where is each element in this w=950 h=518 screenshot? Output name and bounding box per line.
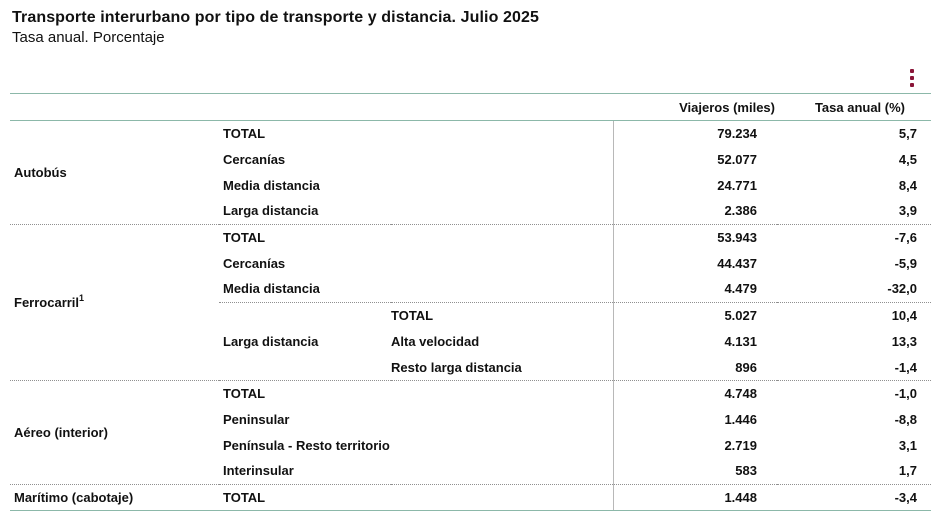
row-label: Larga distancia [223, 203, 319, 219]
cell-rate: 1,7 [898, 463, 917, 479]
row-label: TOTAL [219, 483, 614, 512]
row-label: Cercanías [223, 255, 286, 271]
table-row: Cercanías 52.077 4,5 [10, 146, 931, 173]
table-row: Media distancia 24.771 8,4 [10, 172, 931, 199]
cell-rate: -1,4 [894, 359, 917, 375]
row-label: TOTAL [223, 126, 266, 142]
cell-rate: -3,4 [777, 483, 931, 512]
row-label: TOTAL [219, 223, 614, 251]
cell-value: 44.437 [613, 250, 777, 277]
cell-rate: 3,9 [898, 203, 917, 219]
table-row: Larga distancia 2.386 3,9 [10, 198, 931, 225]
cell-rate: 10,4 [777, 301, 931, 329]
group-label-autobus: Autobús [14, 164, 67, 180]
cell-value: 4.131 [613, 328, 777, 355]
group-label-ferrocarril: Ferrocarril1 [10, 223, 219, 381]
cell-value: 5.027 [613, 301, 777, 329]
group-label-aereo: Aéreo (interior) [10, 379, 219, 485]
menu-dot [910, 76, 914, 80]
page-subtitle: Tasa anual. Porcentaje [12, 29, 165, 46]
cell-value: 24.771 [613, 172, 777, 199]
cell-rate: 5,7 [898, 126, 917, 142]
group-label-maritimo: Marítimo (cabotaje) [10, 483, 219, 512]
group-label-text: Ferrocarril [14, 294, 80, 310]
row-label: Interinsular [223, 463, 294, 479]
cell-value: 583 [613, 457, 777, 485]
header-empty [219, 93, 391, 121]
cell-value: 1.446 [613, 406, 777, 433]
table-row: Alta velocidad 4.131 13,3 [10, 328, 931, 355]
row-label: Península - Resto territorio [223, 437, 390, 453]
row-label: TOTAL [391, 301, 614, 329]
table-row: Interinsular 583 1,7 [10, 457, 931, 485]
cell-rate: 8,4 [898, 177, 917, 193]
cell-rate: -5,9 [894, 255, 917, 271]
table-row: Peninsular 1.446 -8,8 [10, 406, 931, 433]
cell-rate: -1,0 [777, 379, 931, 407]
footnote-marker: 1 [79, 292, 85, 303]
row-label: Alta velocidad [391, 333, 480, 349]
table-row: Resto larga distancia 896 -1,4 [10, 354, 931, 381]
header-empty [10, 93, 219, 121]
row-label: Peninsular [223, 411, 290, 427]
cell-value: 896 [613, 354, 777, 381]
cell-rate: 3,1 [898, 437, 917, 453]
table-row: Marítimo (cabotaje) TOTAL 1.448 -3,4 [10, 483, 931, 512]
cell-value: 4.479 [613, 276, 777, 303]
menu-dot [910, 83, 914, 87]
table-row: Larga distancia TOTAL 5.027 10,4 [10, 301, 931, 381]
table-row: Ferrocarril1 TOTAL 53.943 -7,6 [10, 223, 931, 381]
table-row: Cercanías 44.437 -5,9 [10, 250, 931, 277]
vertical-dots-icon[interactable] [905, 68, 919, 88]
row-label: TOTAL [219, 379, 614, 407]
cell-value: 53.943 [613, 223, 777, 251]
cell-value: 79.234 [613, 120, 777, 147]
table-row: Península - Resto territorio 2.719 3,1 [10, 432, 931, 458]
cell-rate: -32,0 [887, 281, 917, 297]
table-row: Autobús TOTAL 79.234 5,7 [10, 120, 931, 180]
row-label: Media distancia [223, 177, 320, 193]
menu-dot [910, 69, 914, 73]
table-header-row: Viajeros (miles) Tasa anual (%) [10, 93, 931, 121]
table-row: Media distancia 4.479 -32,0 [10, 276, 931, 303]
cell-value: 2.386 [613, 198, 777, 225]
column-header-tasa: Tasa anual (%) [777, 93, 931, 121]
cell-rate: 4,5 [898, 152, 917, 168]
data-table: Viajeros (miles) Tasa anual (%) Autobús … [10, 93, 931, 512]
cell-value: 2.719 [613, 432, 777, 458]
row-label: Media distancia [223, 281, 320, 297]
row-label: Resto larga distancia [391, 359, 522, 375]
cell-value: 4.748 [613, 379, 777, 407]
cell-rate: -7,6 [777, 223, 931, 251]
header-empty [391, 93, 614, 121]
cell-value: 1.448 [613, 483, 777, 512]
row-label: Cercanías [223, 152, 286, 168]
page-title: Transporte interurbano por tipo de trans… [12, 9, 540, 26]
table-row: Aéreo (interior) TOTAL 4.748 -1,0 [10, 379, 931, 485]
cell-rate: -8,8 [894, 411, 917, 427]
cell-value: 52.077 [613, 146, 777, 173]
cell-rate: 13,3 [891, 333, 917, 349]
subgroup-label-larga-distancia: Larga distancia [219, 301, 391, 381]
column-header-viajeros: Viajeros (miles) [613, 93, 777, 121]
